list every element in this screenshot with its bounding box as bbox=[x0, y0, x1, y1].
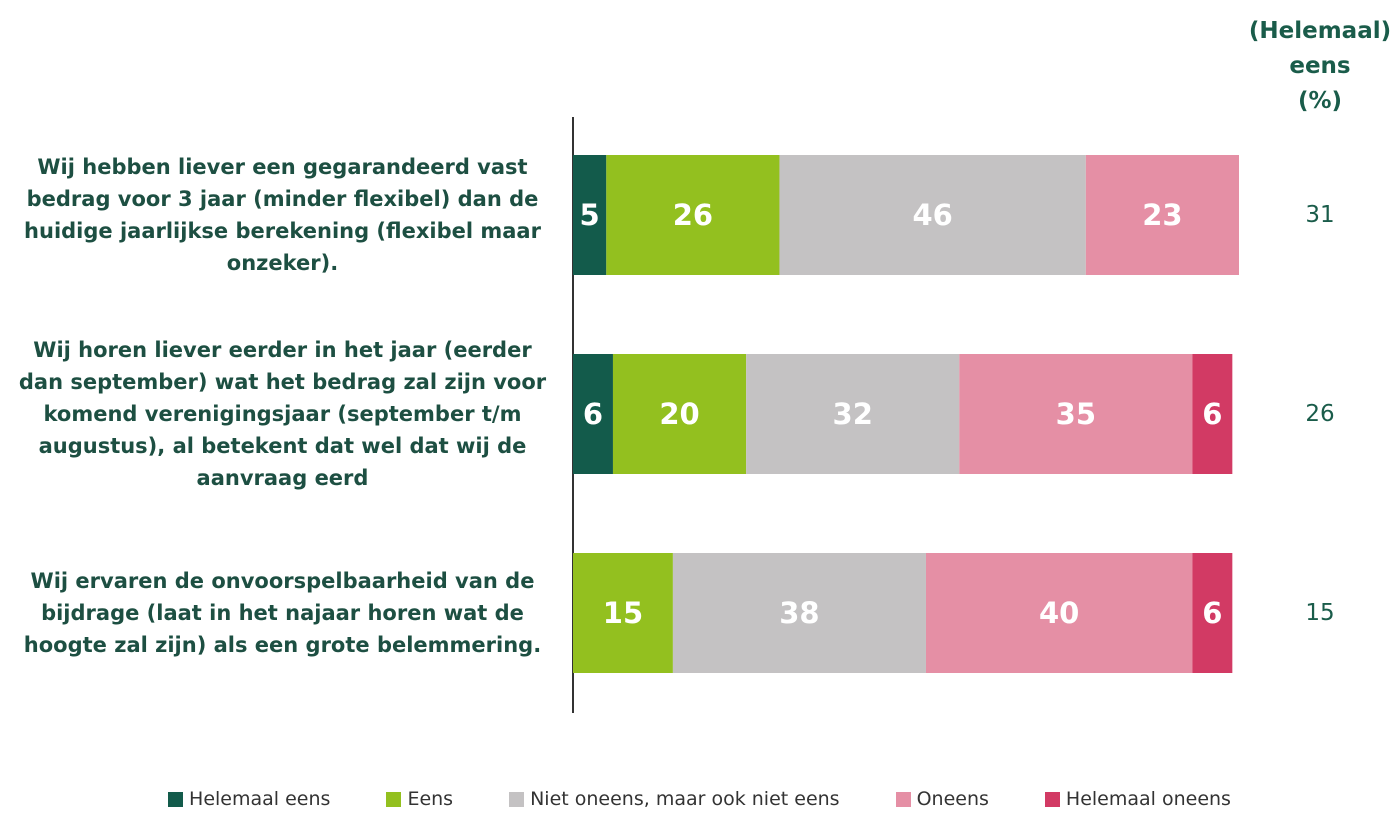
legend-swatch bbox=[386, 791, 402, 807]
data-label: 40 bbox=[1039, 596, 1079, 630]
total-label: 26 bbox=[1305, 401, 1334, 427]
legend-label: Helemaal eens bbox=[189, 788, 331, 810]
legend-item: Helemaal eens bbox=[168, 788, 330, 810]
legend-swatch bbox=[895, 791, 911, 807]
data-label: 6 bbox=[1202, 397, 1222, 431]
legend-label: Eens bbox=[407, 788, 454, 810]
data-label: 26 bbox=[673, 198, 713, 232]
total-label: 31 bbox=[1305, 202, 1334, 228]
legend: Helemaal eens Eens Niet oneens, maar ook n… bbox=[0, 788, 1399, 810]
legend-swatch bbox=[168, 791, 184, 807]
bar-segment bbox=[573, 155, 607, 275]
bar-segment bbox=[959, 354, 1193, 474]
category-label: Wij ervaren de onvoorspelbaarheid van de… bbox=[23, 569, 542, 657]
data-label: 15 bbox=[603, 596, 643, 630]
legend-item: Niet oneens, maar ook niet eens bbox=[509, 788, 840, 810]
data-label: 32 bbox=[833, 397, 873, 431]
category-label: Wij hebben liever een gegarandeerd vast … bbox=[24, 155, 541, 275]
data-label: 38 bbox=[779, 596, 819, 630]
totals-title: (Helemaal) eens (%) bbox=[1248, 18, 1392, 114]
legend-label: Helemaal oneens bbox=[1065, 788, 1231, 810]
bar-segment bbox=[1192, 553, 1233, 673]
bar-segment bbox=[612, 354, 747, 474]
data-label: 23 bbox=[1142, 198, 1182, 232]
bar-segment bbox=[925, 553, 1193, 673]
data-label: 6 bbox=[1202, 596, 1222, 630]
data-label: 46 bbox=[912, 198, 952, 232]
bar-segment bbox=[746, 354, 960, 474]
data-label: 6 bbox=[583, 397, 603, 431]
bar-segment bbox=[573, 354, 613, 474]
legend-item: Helemaal oneens bbox=[1044, 788, 1231, 810]
total-label: 15 bbox=[1305, 600, 1334, 626]
bar-segment bbox=[1192, 354, 1233, 474]
legend-item: Eens bbox=[386, 788, 453, 810]
legend-label: Niet oneens, maar ook niet eens bbox=[530, 788, 840, 810]
legend-label: Oneens bbox=[916, 788, 989, 810]
legend-swatch bbox=[1044, 791, 1060, 807]
bar-segment bbox=[606, 155, 780, 275]
bar-segment bbox=[573, 553, 673, 673]
data-label: 35 bbox=[1056, 397, 1096, 431]
data-label: 5 bbox=[580, 198, 600, 232]
data-label: 20 bbox=[659, 397, 699, 431]
category-label: Wij horen liever eerder in het jaar (eer… bbox=[18, 338, 547, 490]
bar-segment bbox=[779, 155, 1086, 275]
bar-segment bbox=[1085, 155, 1239, 275]
legend-item: Oneens bbox=[895, 788, 989, 810]
legend-swatch bbox=[509, 791, 525, 807]
bar-segment bbox=[672, 553, 926, 673]
